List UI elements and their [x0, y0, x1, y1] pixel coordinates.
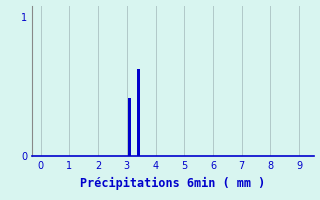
X-axis label: Précipitations 6min ( mm ): Précipitations 6min ( mm ) — [80, 176, 265, 190]
Bar — [128, 98, 132, 156]
Bar — [137, 68, 140, 156]
